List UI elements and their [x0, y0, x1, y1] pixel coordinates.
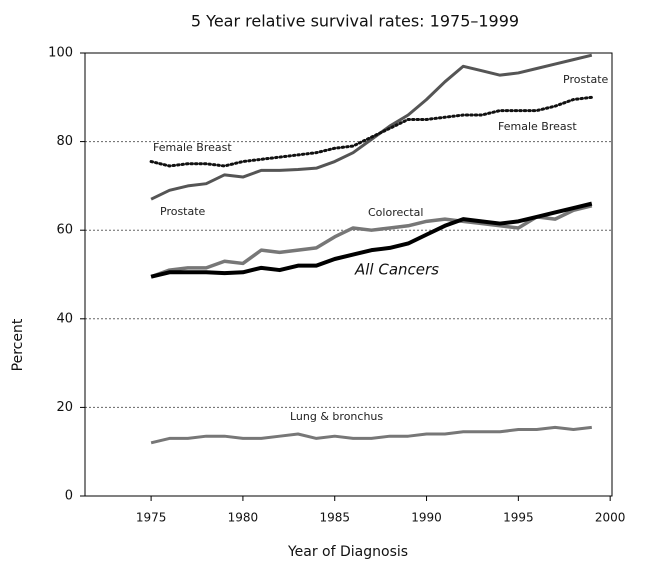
y-tick-label: 0	[65, 489, 73, 504]
plot-frame	[84, 52, 613, 497]
x-tick-label: 1990	[411, 511, 442, 525]
series-line	[150, 204, 593, 279]
series-line	[150, 425, 592, 445]
y-tick-label: 80	[56, 134, 73, 149]
x-tick-label: 1985	[319, 511, 350, 525]
x-tick-label: 1980	[228, 511, 259, 525]
series-line	[149, 95, 594, 168]
series-label: All Cancers	[354, 261, 439, 279]
series-label: Lung & bronchus	[290, 410, 383, 423]
y-tick-label: 40	[56, 311, 73, 326]
series-label: Prostate	[160, 205, 206, 218]
y-tick-label: 20	[56, 400, 73, 415]
y-axis-label: Percent	[10, 318, 26, 371]
series-label: Female Breast	[153, 141, 232, 154]
series-line	[150, 53, 593, 201]
x-axis-label: Year of Diagnosis	[287, 544, 408, 560]
series-label: Prostate	[563, 73, 609, 86]
chart-title: 5 Year relative survival rates: 1975–199…	[191, 12, 519, 31]
series-label: Female Breast	[498, 120, 577, 133]
x-tick-label: 1995	[503, 511, 534, 525]
y-tick-label: 100	[48, 46, 73, 61]
x-tick-label: 2000	[595, 511, 626, 525]
x-tick-label: 1975	[136, 511, 167, 525]
series-line	[150, 201, 593, 279]
y-tick-label: 60	[56, 223, 73, 238]
series-label: Colorectal	[368, 206, 423, 219]
